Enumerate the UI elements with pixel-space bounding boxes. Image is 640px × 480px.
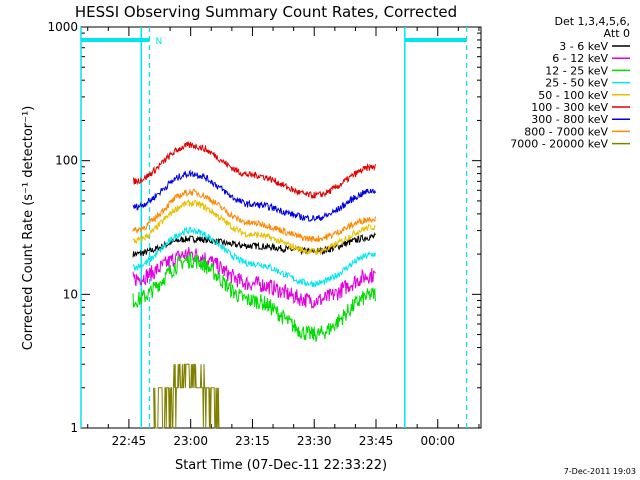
series-line-300-800-kev	[132, 169, 376, 223]
legend-header-line-1: Det 1,3,4,5,6,	[554, 15, 630, 28]
series-line-800-7000-kev	[132, 188, 376, 243]
x-tick-label: 22:45	[112, 434, 147, 448]
series-line-6-12-kev	[132, 247, 376, 309]
x-tick-label: 23:30	[297, 434, 332, 448]
legend-label: 12 - 25 keV	[545, 64, 608, 77]
x-axis-label: Start Time (07-Dec-11 22:33:22)	[175, 458, 387, 473]
y-tick-label: 1	[70, 421, 78, 435]
legend-label: 25 - 50 keV	[545, 77, 608, 90]
x-tick-label: 23:00	[173, 434, 208, 448]
series-line-50-100-kev	[132, 199, 376, 256]
legend-label: 800 - 7000 keV	[524, 125, 608, 138]
series-line-100-300-kev	[132, 140, 376, 199]
series-line-12-25-kev	[132, 252, 376, 342]
legend-header-line-2: Att 0	[604, 27, 630, 40]
legend-label: 300 - 800 keV	[531, 113, 608, 126]
x-tick-label: 23:45	[359, 434, 394, 448]
y-axis-label: Corrected Count Rate (s⁻¹ detector⁻¹)	[21, 106, 36, 351]
x-tick-label: 00:00	[420, 434, 455, 448]
timestamp-label: 7-Dec-2011 19:03	[564, 467, 636, 476]
y-tick-label: 10	[63, 287, 78, 301]
chart-title: HESSI Observing Summary Count Rates, Cor…	[75, 3, 457, 21]
series-line-7000-20000-kev	[153, 363, 220, 429]
legend-label: 3 - 6 keV	[559, 40, 608, 53]
legend-label: 100 - 300 keV	[531, 101, 608, 114]
flag-label: N	[155, 37, 162, 47]
series-line-3-6-kev	[132, 232, 376, 258]
legend-label: 6 - 12 keV	[552, 52, 608, 65]
x-tick-label: 23:15	[235, 434, 270, 448]
series-line-25-50-kev	[132, 226, 376, 288]
legend-label: 50 - 100 keV	[538, 89, 608, 102]
y-tick-label: 1000	[47, 20, 78, 34]
legend-label: 7000 - 20000 keV	[510, 138, 608, 151]
y-tick-label: 100	[55, 154, 78, 168]
